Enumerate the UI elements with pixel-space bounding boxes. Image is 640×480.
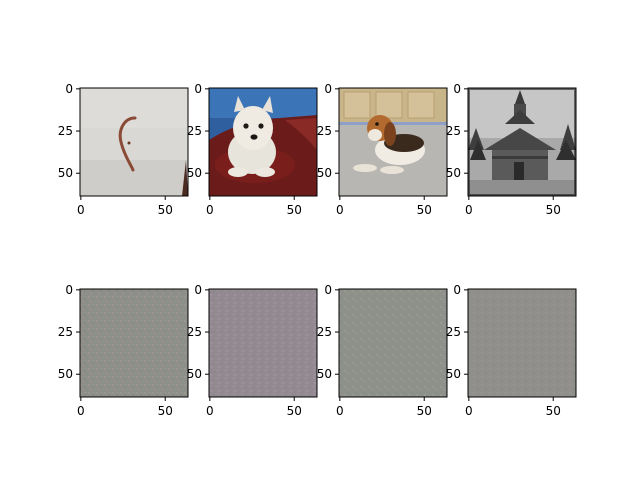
y-tick-label: 50 [317, 367, 332, 381]
y-tick-label: 25 [187, 325, 202, 339]
y-tick-label: 50 [187, 166, 202, 180]
church-photo [468, 88, 576, 196]
y-tick-label: 0 [65, 82, 73, 96]
x-tick-label: 0 [336, 203, 344, 217]
y-tick-label: 25 [446, 124, 461, 138]
y-tick-label: 0 [194, 82, 202, 96]
x-tick-label: 50 [546, 203, 561, 217]
x-tick-label: 50 [158, 203, 173, 217]
y-tick-label: 0 [324, 283, 332, 297]
worm-photo [80, 88, 188, 196]
y-tick-label: 25 [317, 124, 332, 138]
y-tick-label: 0 [65, 283, 73, 297]
x-tick-label: 0 [465, 203, 473, 217]
y-tick-label: 25 [58, 124, 73, 138]
x-tick-label: 50 [546, 404, 561, 418]
x-tick-label: 0 [465, 404, 473, 418]
y-tick-label: 25 [58, 325, 73, 339]
y-tick-label: 0 [324, 82, 332, 96]
y-tick-label: 50 [446, 367, 461, 381]
x-tick-label: 50 [417, 404, 432, 418]
x-tick-label: 0 [206, 404, 214, 418]
x-tick-label: 0 [77, 404, 85, 418]
terrier-photo [209, 88, 317, 196]
x-tick-label: 50 [287, 203, 302, 217]
noise-image [339, 289, 447, 397]
y-tick-label: 0 [453, 283, 461, 297]
noise-image [209, 289, 317, 397]
noise-image [80, 289, 188, 397]
y-tick-label: 50 [446, 166, 461, 180]
x-tick-label: 50 [417, 203, 432, 217]
y-tick-label: 50 [58, 166, 73, 180]
noise-image [468, 289, 576, 397]
y-tick-label: 50 [317, 166, 332, 180]
x-tick-label: 0 [77, 203, 85, 217]
y-tick-label: 25 [446, 325, 461, 339]
x-tick-label: 50 [158, 404, 173, 418]
x-tick-label: 0 [206, 203, 214, 217]
y-tick-label: 25 [317, 325, 332, 339]
y-tick-label: 0 [194, 283, 202, 297]
y-tick-label: 50 [187, 367, 202, 381]
y-tick-label: 25 [187, 124, 202, 138]
beagle-photo [339, 88, 447, 196]
y-tick-label: 50 [58, 367, 73, 381]
x-tick-label: 0 [336, 404, 344, 418]
y-tick-label: 0 [453, 82, 461, 96]
x-tick-label: 50 [287, 404, 302, 418]
